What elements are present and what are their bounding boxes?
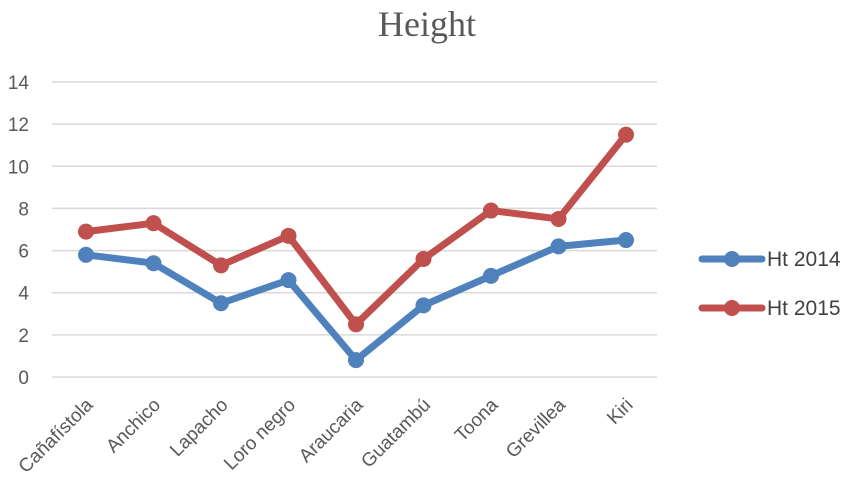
y-tick-label: 0 [18,368,29,389]
data-point [78,223,94,240]
legend-item: Ht 2014 [698,248,841,271]
y-tick-label: 10 [8,157,29,178]
x-tick-label: Lapacho [166,395,232,461]
data-point [145,255,162,272]
legend-marker [724,300,740,316]
data-point [348,316,364,333]
x-tick-label: Toona [451,394,503,446]
x-tick-label: Cañafístola [15,394,98,477]
legend-item: Ht 2015 [698,297,841,320]
legend: Ht 2014 Ht 2015 [698,248,841,320]
data-point [415,251,432,267]
data-point [550,238,567,255]
x-tick-label: Kiri [603,395,637,429]
x-tick-label: Grevillea [502,394,570,462]
series-line [82,131,630,328]
x-tick-label: Anchico [102,395,165,458]
data-point [145,215,162,232]
y-tick-label: 4 [18,284,29,305]
data-point [550,210,567,227]
legend-marker [724,251,740,267]
data-point [213,257,229,274]
data-point [483,202,499,219]
data-point [618,232,634,249]
data-point [618,126,634,143]
series-1 [78,232,634,369]
y-tick-label: 12 [8,115,29,136]
data-point [78,246,94,263]
y-axis-ticks: 0 2 4 6 8 10 12 14 [8,73,30,389]
data-point [213,295,229,312]
chart-title: Height [378,4,476,44]
data-point [280,227,297,244]
data-point [280,272,297,289]
gridlines [52,81,657,378]
series-lines [78,126,634,369]
y-tick-label: 8 [18,199,29,220]
x-tick-label: Guatambú [357,395,435,473]
y-tick-label: 14 [8,73,30,94]
x-tick-label: Loro negro [220,395,300,475]
data-point [415,297,432,314]
data-point [348,352,364,369]
legend-label: Ht 2014 [767,248,841,271]
data-point [483,267,499,284]
x-tick-label: Araucaria [295,394,368,467]
legend-label: Ht 2015 [767,297,841,320]
series-2 [78,126,634,333]
series-line [82,236,630,364]
y-tick-label: 2 [18,326,29,347]
y-tick-label: 6 [18,242,29,263]
